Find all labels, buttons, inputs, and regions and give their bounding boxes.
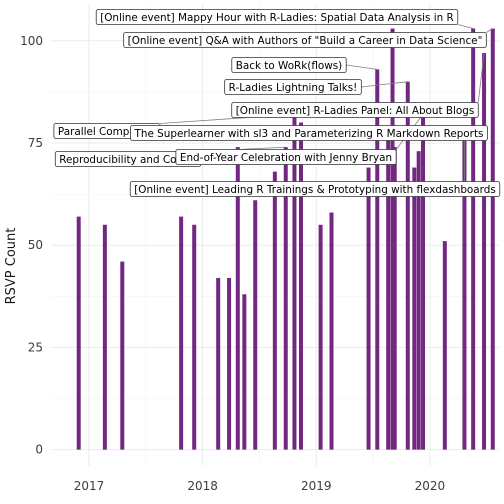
annotation-text: The Superlearner with sl3 and Parameteri… [134,128,484,140]
bar [375,69,380,450]
annotation-labels: [Online event] Mappy Hour with R-Ladies:… [53,9,501,197]
y-tick-label: 100 [20,34,43,48]
annotation-text: End-of-Year Celebration with Jenny Bryan [180,152,392,164]
annotation-text: Reproducibility and Comm [59,154,196,166]
x-tick-label: 2018 [187,479,218,493]
y-tick-label: 0 [35,443,43,457]
bar [76,216,81,450]
y-axis-title: RSVP Count [4,228,19,305]
bar [102,224,107,450]
bar [412,167,417,450]
bar [179,216,184,450]
x-tick-label: 2019 [301,479,332,493]
bar [235,147,240,450]
x-tick-label: 2020 [415,479,446,493]
bar [390,28,395,450]
annotation-text: [Online event] Leading R Trainings & Pro… [134,184,496,196]
annotation-box [123,32,487,48]
annotation-box [224,79,362,95]
annotation-leader-line [346,64,378,70]
x-tick-label: 2017 [74,479,105,493]
bar [192,224,197,450]
bar [471,28,476,450]
annotation-leader-line [477,53,485,103]
annotation-box [175,149,397,165]
bar [482,53,487,450]
bar [298,122,303,450]
bar [421,114,426,450]
annotation-box [231,57,347,73]
y-tick-label: 75 [28,136,43,150]
bar [272,171,277,450]
annotation-text: [Online event] Q&A with Authors of "Buil… [128,35,483,47]
annotation-box [130,125,488,141]
bar [386,130,391,450]
annotation-text: Back to WoRk(flows) [236,60,342,72]
y-tick-label: 25 [28,340,43,354]
bar [392,147,397,450]
bar [242,294,247,450]
bars [76,28,495,450]
annotation-box [129,181,501,197]
bar [216,277,221,450]
annotation-text: [Online event] R-Ladies Panel: All About… [236,105,475,117]
annotation-text: [Online event] Mappy Hour with R-Ladies:… [100,12,454,24]
bar [227,277,232,450]
annotation-box [231,102,479,118]
bar [405,81,410,450]
bar [292,114,297,450]
bar [462,138,467,450]
bar [283,147,288,450]
bar [120,261,125,450]
bar [318,224,323,450]
bar [366,167,371,450]
y-axis-ticks: 0 25 50 75 100 [20,34,43,457]
bar [442,241,447,450]
annotation-leader-line [361,81,408,88]
bar [253,200,258,450]
x-axis-ticks: 2017 2018 2019 2020 [74,479,445,493]
bar [329,212,334,450]
annotation-leader-line [457,24,474,29]
annotation-leader-line [486,28,493,33]
bar [490,28,495,450]
y-tick-label: 50 [28,238,43,252]
annotation-text: R-Ladies Lightning Talks! [229,82,358,94]
bar [416,151,421,450]
annotation-box [95,9,459,25]
